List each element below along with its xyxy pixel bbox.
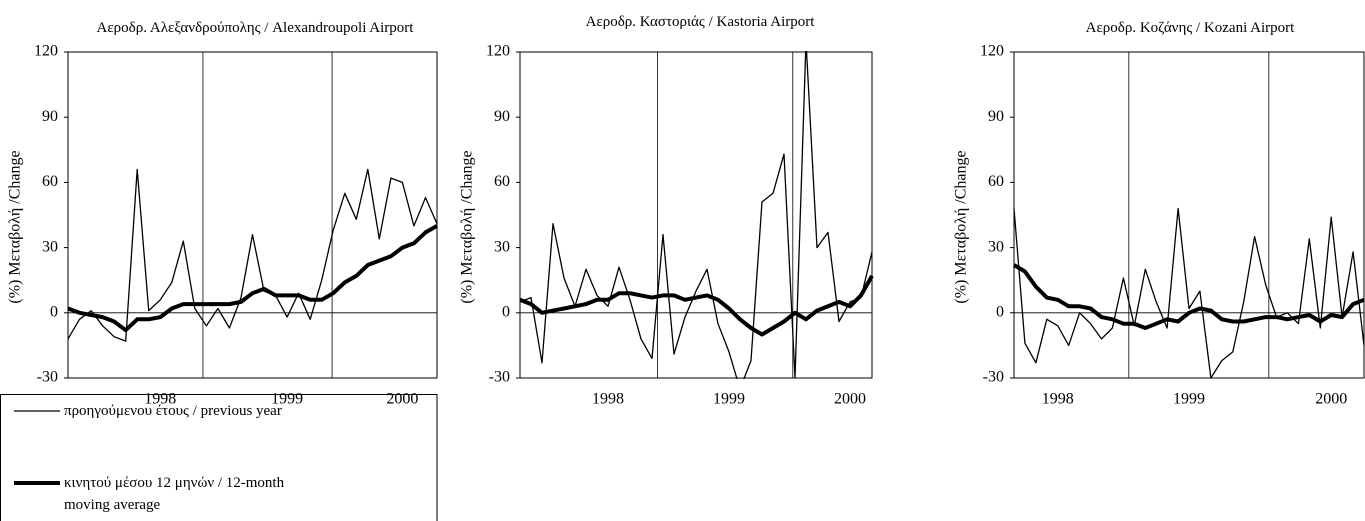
series-line [1012,263,1365,330]
y-tick-label: 90 [42,108,58,125]
y-tick-label: 30 [988,238,1004,255]
legend-label: προηγούμενου έτους / previous year [64,403,282,419]
y-tick-label: 0 [50,303,58,320]
x-tick-label: 1999 [713,391,745,408]
plot-area [1012,207,1365,379]
y-tick-label: 30 [42,238,58,255]
series-line [519,274,874,337]
chart-title: Αεροδρ. Κοζάνης / Kozani Airport [1085,20,1295,36]
y-tick-label: 90 [494,108,510,125]
y-axis-label: (%) Μεταβολή /Change [953,150,970,303]
plot-area [519,51,874,379]
y-tick-label: 90 [988,108,1004,125]
y-tick-label: 60 [42,173,58,190]
y-tick-label: 120 [980,43,1004,60]
chart-title: Αεροδρ. Αλεξανδρούπολης / Alexandroupoli… [96,20,414,36]
y-tick-label: 120 [486,43,510,60]
x-tick-label: 1999 [1173,391,1205,408]
y-tick-label: 60 [494,173,510,190]
plot-frame [519,51,873,379]
plot-frame [1013,51,1365,379]
series-line [1013,207,1365,379]
y-tick-label: 120 [34,43,58,60]
x-tick-label: 2000 [834,391,866,408]
y-tick-label: -30 [37,369,58,386]
y-axis-label: (%) Μεταβολή /Change [7,150,24,303]
series-line [67,168,438,342]
x-tick-label: 1998 [592,391,624,408]
series-line [67,224,438,333]
legend-label: κινητού μέσου 12 μηνών / 12-month moving… [64,475,285,513]
y-tick-label: -30 [489,369,510,386]
y-tick-label: 60 [988,173,1004,190]
plot-frame [67,51,438,379]
x-tick-label: 2000 [1315,391,1347,408]
x-tick-label: 1998 [1042,391,1074,408]
y-tick-label: -30 [983,369,1004,386]
chart-title: Αεροδρ. Καστοριάς / Kastoria Airport [585,14,815,30]
y-tick-label: 0 [996,303,1004,320]
plot-area [67,168,438,342]
y-axis-label: (%) Μεταβολή /Change [459,150,476,303]
y-tick-label: 0 [502,303,510,320]
y-tick-label: 30 [494,238,510,255]
legend-box [0,394,438,521]
series-line [519,51,873,379]
